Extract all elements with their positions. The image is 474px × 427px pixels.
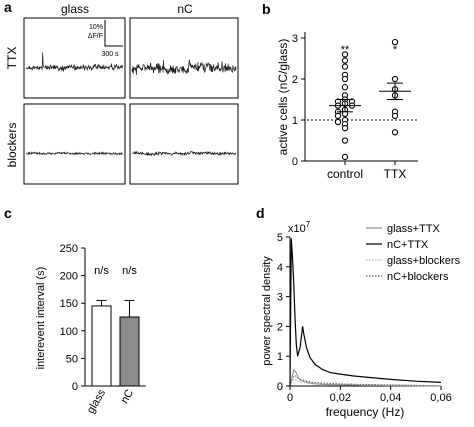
d-legend-label: nC+TTX	[387, 239, 429, 251]
d-y-tick-label: 0	[277, 381, 283, 393]
calcium-trace-ttx-glass	[25, 52, 123, 72]
b-data-point	[341, 125, 349, 132]
b-data-point	[341, 51, 349, 58]
d-y-ticks: 0 1 2 3 4 5	[277, 232, 290, 393]
b-y-tick-label: 3	[292, 33, 298, 45]
b-data-point	[334, 112, 342, 120]
d-x-tick-label: 0,06	[430, 392, 451, 404]
panel-letter-c: c	[4, 205, 12, 221]
b-data-point	[341, 84, 349, 91]
b-category-label-ttx: TTX	[384, 167, 407, 181]
b-y-tick-label: 2	[292, 74, 298, 86]
d-x-tick-label: 0,04	[380, 392, 401, 404]
b-data-point	[341, 137, 349, 144]
d-legend-label: nC+blockers	[387, 271, 449, 283]
c-y-axis-label: interevent interval (s)	[35, 267, 47, 370]
d-legend-label: glass+blockers	[387, 255, 461, 267]
panel-b: active cells (nC/glass) 0 1 2 3 control TTX…	[276, 32, 418, 181]
calcium-trace-blockers-glass	[25, 151, 124, 156]
d-legend: glass+TTX nC+TTX glass+blockers nC+blockers	[366, 223, 461, 283]
d-y-axis-label: power spectral density	[261, 256, 273, 366]
b-significance-ttx: *	[393, 44, 398, 56]
d-y-multiplier-exp: 7	[306, 220, 311, 229]
b-data-point	[341, 153, 349, 161]
b-y-axis-label: active cells (nC/glass)	[276, 39, 290, 156]
c-category-label-nc: nC	[119, 387, 136, 405]
d-series-lines	[289, 238, 442, 387]
d-y-tick-label: 2	[277, 321, 283, 333]
c-bars	[91, 299, 140, 387]
panel-d: power spectral density x107 frequency (H…	[261, 220, 461, 419]
row-label-ttx: TTX	[5, 47, 19, 70]
d-y-tick-label: 4	[277, 262, 283, 274]
b-data-point	[391, 38, 399, 46]
c-y-tick-label: 150	[60, 298, 78, 310]
trace-box-blockers-glass	[23, 103, 126, 185]
c-annotation-glass: n/s	[94, 265, 109, 277]
trace-box-ttx-nc	[129, 17, 239, 99]
panel-letter-d: d	[256, 205, 265, 221]
d-y-tick-label: 5	[277, 232, 283, 244]
b-data-point	[391, 75, 399, 83]
d-x-tick-label: 0,02	[330, 392, 351, 404]
b-points	[334, 38, 399, 161]
scale-bar-time-label: 300 s	[101, 51, 119, 58]
calcium-trace-ttx-nc	[131, 59, 237, 75]
d-x-ticks: 0 0,02 0,04 0,06	[287, 386, 452, 404]
c-annotation-nc: n/s	[122, 265, 137, 277]
panel-c: interevent interval (s) 050100150200250 …	[35, 243, 146, 416]
b-data-point	[391, 129, 399, 136]
d-y-tick-label: 3	[277, 292, 283, 304]
d-y-multiplier-base: x10	[288, 223, 306, 235]
c-y-tick-label: 200	[60, 271, 78, 283]
column-label-glass: glass	[61, 2, 89, 16]
c-y-tick-label: 0	[72, 381, 78, 393]
b-significance-control: **	[341, 44, 350, 56]
scale-bar-amplitude-label: 10%	[89, 24, 103, 31]
row-label-blockers: blockers	[5, 123, 19, 168]
b-data-point	[341, 63, 349, 70]
column-label-nc: nC	[177, 2, 193, 16]
c-bar	[119, 316, 140, 387]
b-data-point	[391, 112, 399, 120]
panel-letter-a: a	[4, 0, 12, 15]
c-y-ticks: 0 50 100 150 200 250	[60, 243, 85, 393]
b-data-point	[341, 57, 349, 64]
c-y-tick-label: 50	[66, 353, 78, 365]
b-data-point	[341, 75, 349, 83]
d-legend-label: glass+TTX	[387, 223, 441, 235]
d-y-multiplier: x107	[288, 220, 311, 235]
calcium-trace-blockers-nc	[131, 150, 237, 157]
c-bar	[91, 305, 112, 387]
c-y-tick-label: 250	[60, 243, 78, 255]
b-category-label-control: control	[327, 167, 363, 181]
c-category-label-glass: glass	[85, 387, 108, 416]
b-y-tick-label: 0	[292, 156, 298, 168]
b-mean-sem	[329, 82, 411, 165]
d-x-axis-label: frequency (Hz)	[326, 405, 405, 419]
scale-bar	[104, 20, 123, 47]
b-y-ticks: 0 1 2 3	[292, 33, 305, 168]
d-x-tick-label: 0	[287, 392, 293, 404]
d-series-line-3	[289, 374, 442, 387]
panel-a: glass nC TTX blockers 10% ΔF/F 300 s	[5, 2, 239, 185]
b-y-tick-label: 1	[292, 115, 298, 127]
trace-box-ttx-glass	[23, 17, 126, 99]
d-y-tick-label: 1	[277, 351, 283, 363]
trace-box-blockers-nc	[129, 103, 239, 185]
scale-bar-amplitude-unit: ΔF/F	[88, 33, 103, 40]
d-series-line-0	[289, 368, 442, 387]
d-series-line-1	[289, 238, 442, 387]
c-y-tick-label: 100	[60, 326, 78, 338]
panel-letter-b: b	[262, 1, 271, 17]
b-data-point	[334, 118, 342, 126]
